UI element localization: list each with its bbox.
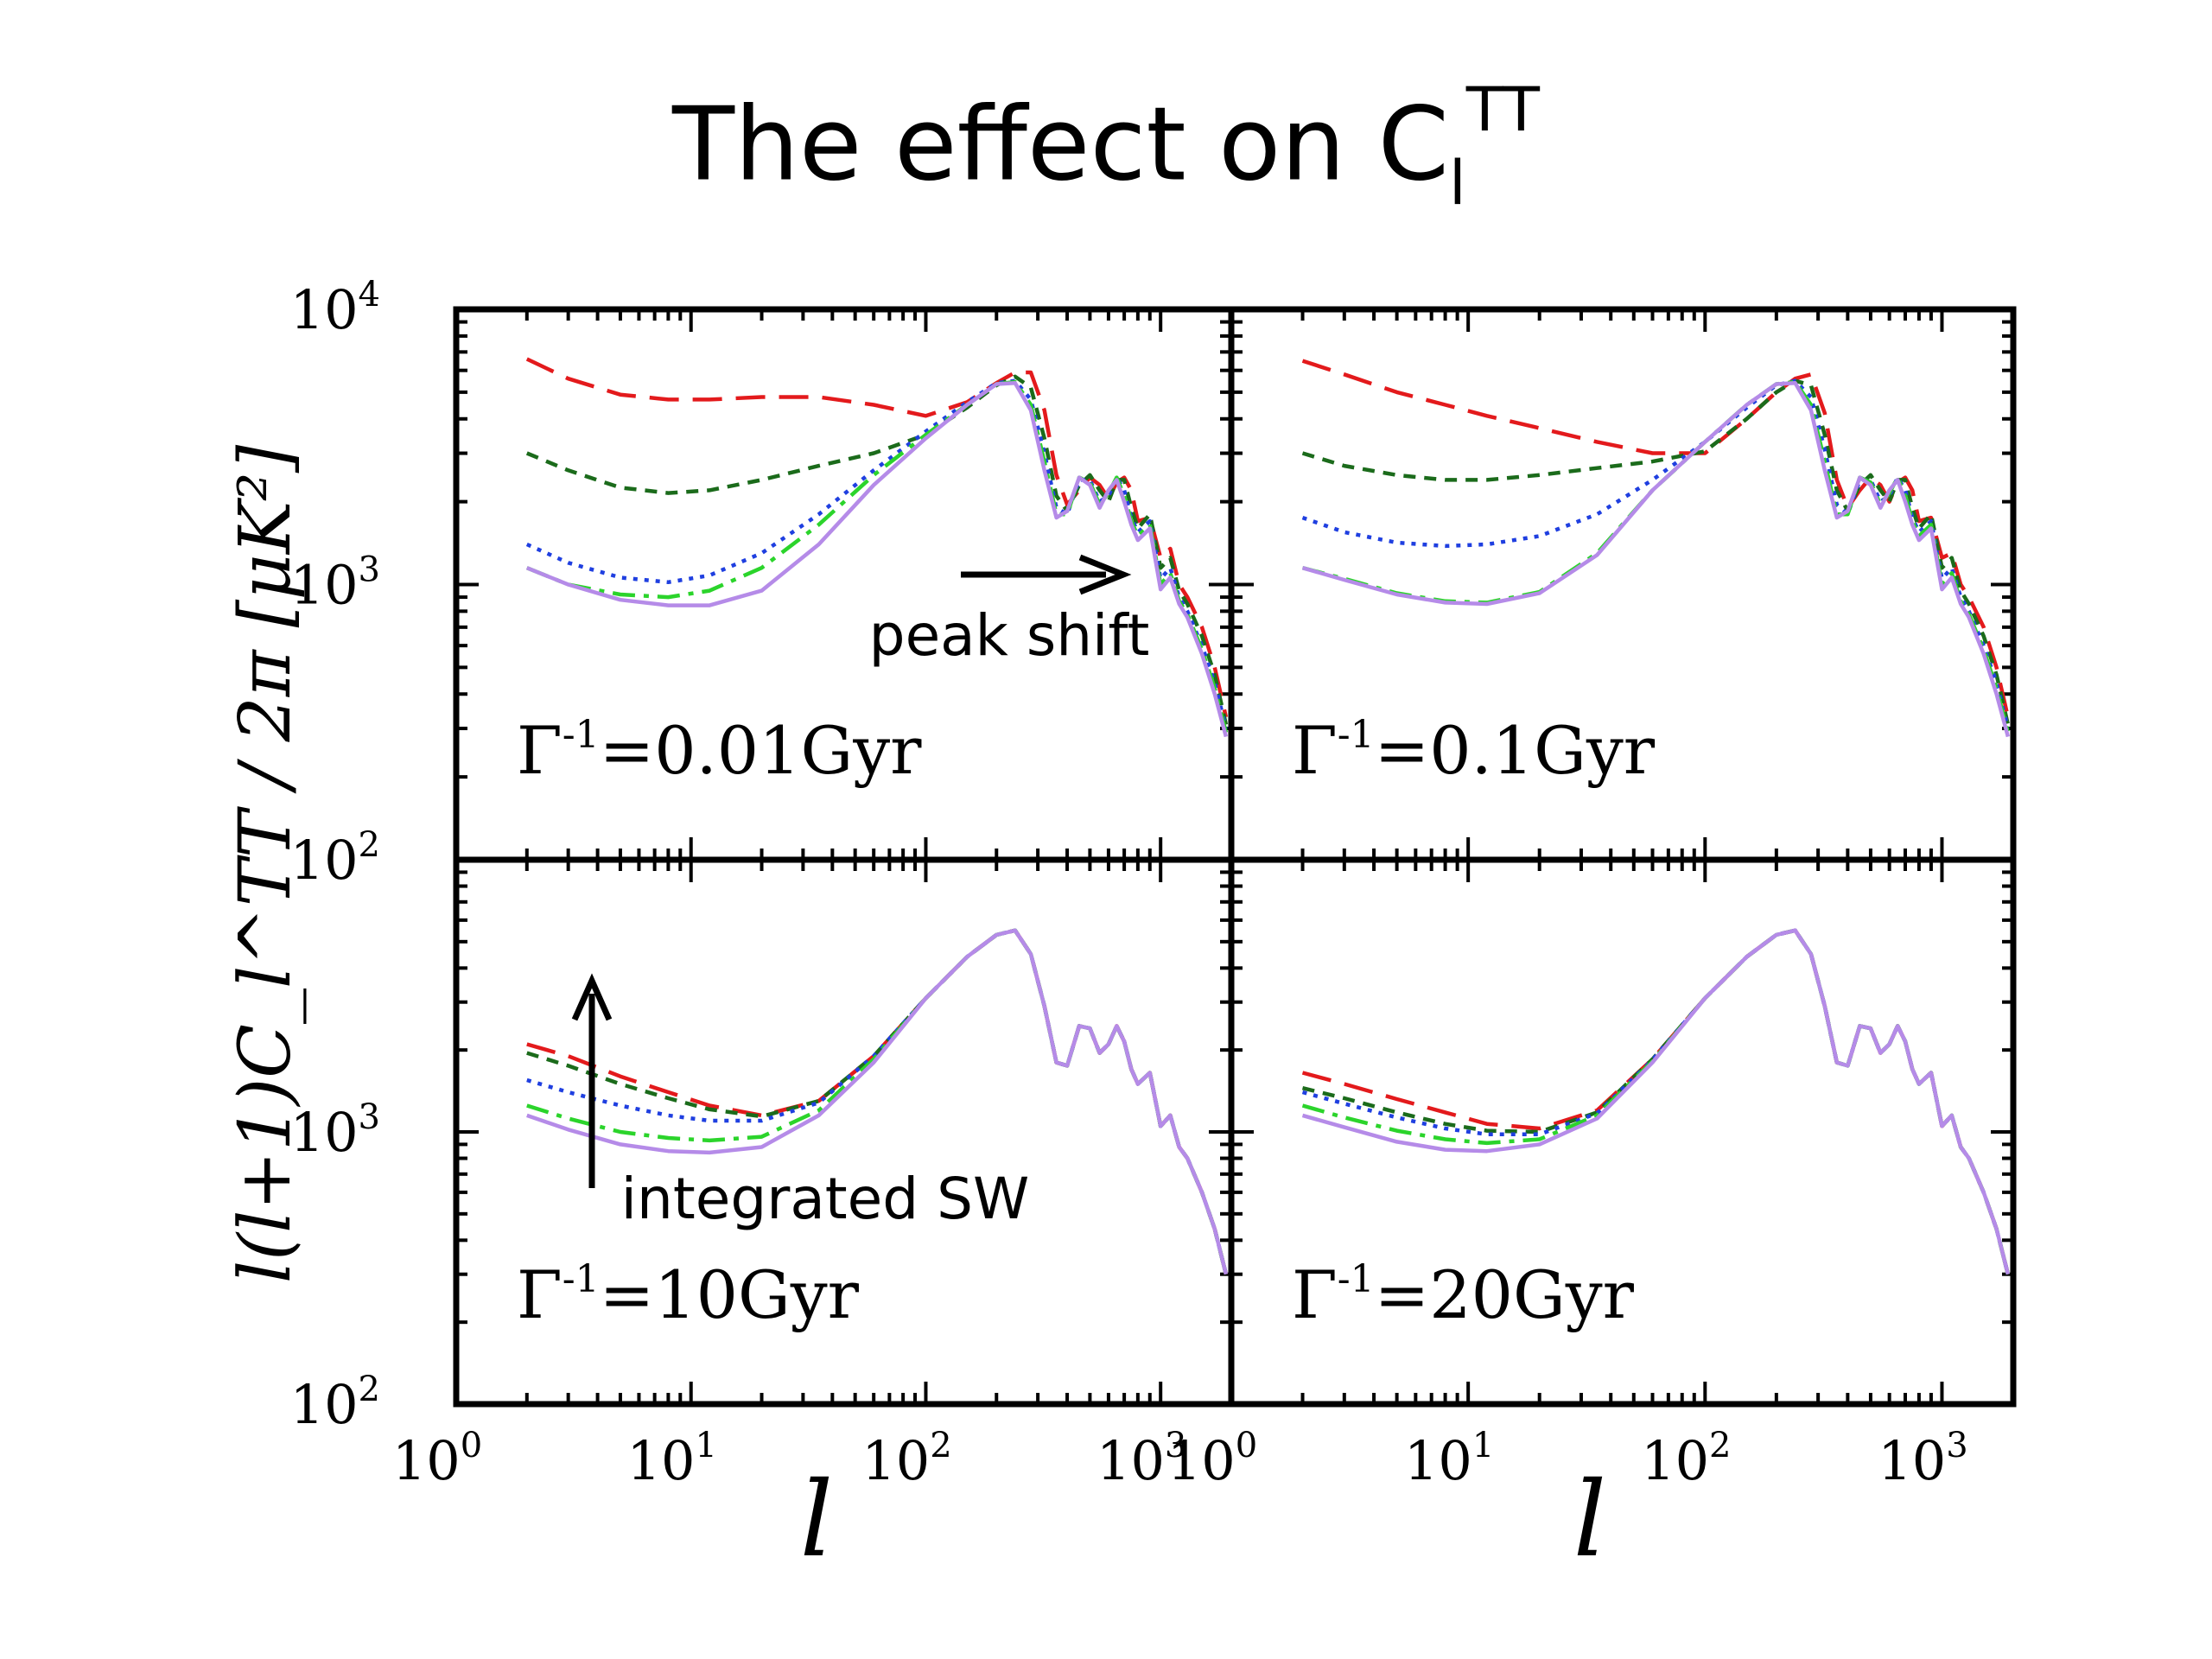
panel-label-sup: -1: [1338, 1257, 1375, 1301]
panel-label-sup: -1: [1338, 713, 1375, 757]
panel-label-sup: -1: [563, 713, 600, 757]
y-tick-label: 104: [290, 275, 380, 341]
slide-title: The effect on ClTT: [0, 73, 2212, 219]
x-tick-label: 101: [1404, 1426, 1494, 1492]
series-line: [1301, 359, 2011, 718]
x-tick-label: 102: [1641, 1426, 1731, 1492]
slide-title-main: The effect on C: [672, 84, 1450, 204]
panel-label: Γ-1=0.1Gyr: [1292, 712, 1656, 789]
series-line: [525, 378, 1229, 729]
series-line: [525, 374, 1229, 725]
series-line: [526, 928, 1229, 1275]
panel-label-base: Γ: [1292, 1256, 1338, 1333]
series-line: [1301, 378, 2011, 726]
series-line: [1301, 380, 2011, 738]
x-tick-label: 100: [1167, 1426, 1257, 1492]
panel-label-base: Γ: [517, 712, 563, 789]
y-tick-label: 102: [290, 1370, 380, 1436]
x-tick-label: 101: [627, 1426, 717, 1492]
y-tick-label: 103: [290, 1097, 380, 1164]
panel-label: Γ-1=10Gyr: [517, 1256, 860, 1333]
frame-layer: [453, 306, 2017, 1408]
panel-label-base: Γ: [517, 1256, 563, 1333]
panel-label-value: =0.1Gyr: [1375, 712, 1656, 789]
x-tick-label: 103: [1096, 1426, 1186, 1492]
x-tick-label: 102: [861, 1426, 951, 1492]
series-line: [525, 379, 1229, 734]
annotation-text: integrated SW: [621, 1166, 1030, 1232]
panel-label-value: =0.01Gyr: [600, 712, 923, 789]
slide-title-subscript: l: [1449, 146, 1466, 219]
series-line: [525, 380, 1229, 738]
series-line: [1301, 928, 2011, 1275]
annotation: integrated SW: [571, 973, 1030, 1232]
series-line: [526, 928, 1229, 1275]
panel-label: Γ-1=20Gyr: [1292, 1256, 1635, 1333]
arrowhead: [571, 973, 613, 1021]
panel-series: [1301, 928, 2011, 1275]
panel-series: [1301, 359, 2011, 738]
series-line: [1301, 379, 2011, 734]
x-axis-title: l: [800, 1460, 833, 1580]
panel-frame: [1228, 856, 2017, 1408]
panel-label-value: =10Gyr: [600, 1256, 860, 1333]
curves-layer: [525, 357, 2011, 1275]
panel-label: Γ-1=0.01Gyr: [517, 712, 922, 789]
panel-series: [526, 928, 1229, 1275]
panel-label-sup: -1: [563, 1257, 600, 1301]
panel-series: [525, 357, 1229, 738]
series-line: [1301, 378, 2011, 729]
y-tick-label: 102: [290, 825, 380, 892]
series-line: [1301, 928, 2011, 1275]
y-axis-title: l(l+1)C_l^TT / 2π [μK²]: [225, 444, 307, 1283]
panel-label-base: Γ: [1292, 712, 1338, 789]
arrowhead: [1078, 554, 1132, 595]
annotation-text: peak shift: [869, 602, 1150, 669]
slide-title-superscript: TT: [1465, 73, 1540, 145]
x-tick-label: 100: [392, 1426, 482, 1492]
x-axis-title: l: [1573, 1460, 1606, 1580]
annotation: peak shift: [869, 554, 1150, 669]
x-tick-label: 103: [1878, 1426, 1967, 1492]
y-tick-label: 103: [290, 550, 380, 617]
panel-label-value: =20Gyr: [1375, 1256, 1635, 1333]
